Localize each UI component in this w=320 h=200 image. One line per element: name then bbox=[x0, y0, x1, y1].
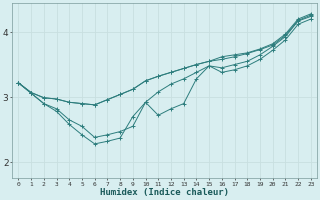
X-axis label: Humidex (Indice chaleur): Humidex (Indice chaleur) bbox=[100, 188, 229, 197]
